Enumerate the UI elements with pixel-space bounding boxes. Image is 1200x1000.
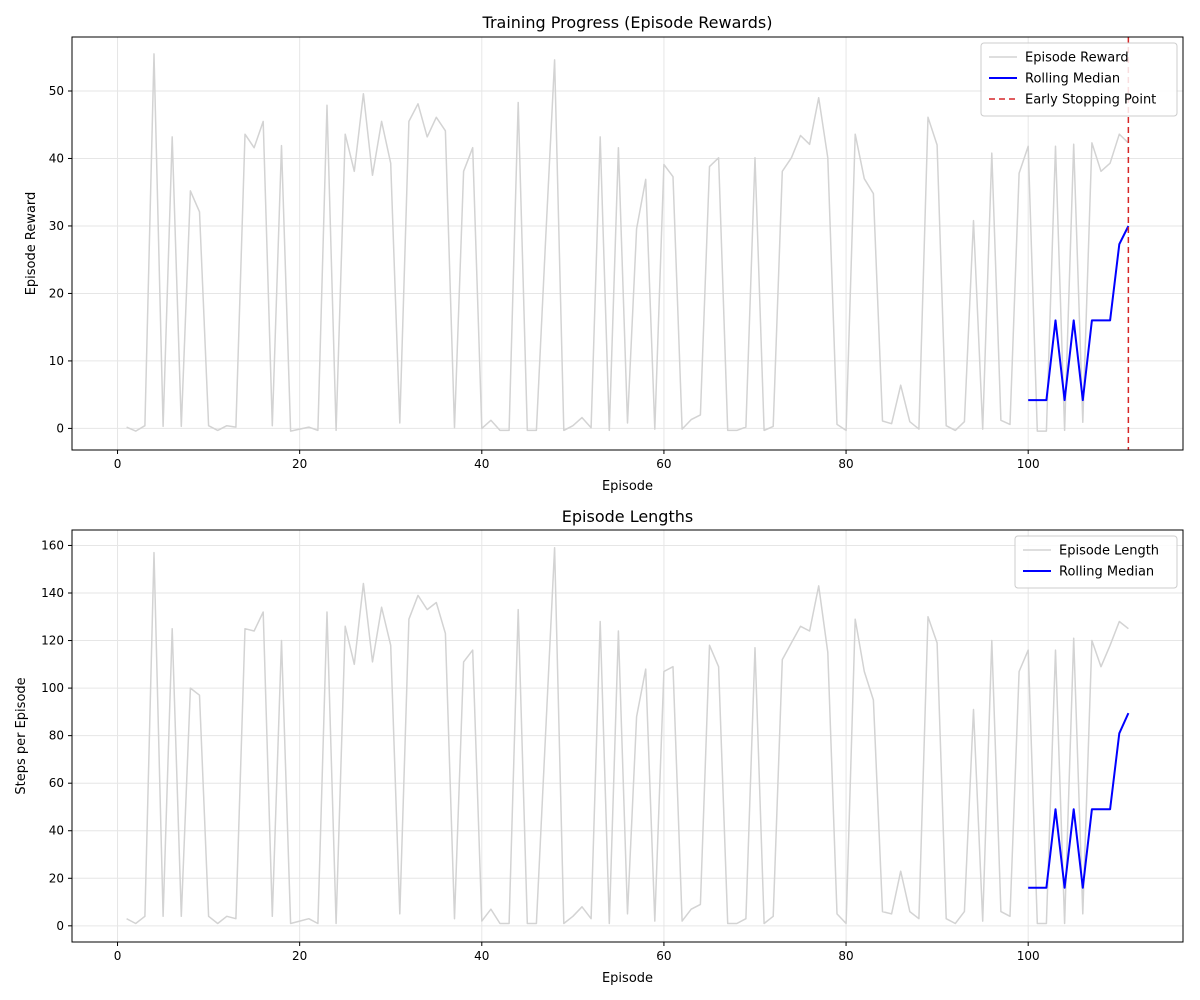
lengths-y-tick-label: 20 (49, 871, 64, 885)
rewards-x-tick-label: 100 (1017, 457, 1040, 471)
lengths-x-tick-label: 80 (838, 949, 853, 963)
rewards-y-tick-label: 40 (49, 151, 64, 165)
rewards-series-group (126, 37, 1130, 450)
lengths-legend-label: Rolling Median (1059, 565, 1154, 580)
rewards-y-tick-label: 50 (49, 84, 64, 98)
lengths-y-tick-label: 140 (41, 586, 64, 600)
rewards-x-tick-label: 80 (838, 457, 853, 471)
lengths-y-tick-label: 100 (41, 681, 64, 695)
rewards-x-tick-label: 40 (474, 457, 489, 471)
lengths-x-axis-label: Episode (602, 971, 653, 986)
lengths-x-tick-label: 20 (292, 949, 307, 963)
lengths-series-group (126, 547, 1130, 925)
lengths-y-tick-label: 160 (41, 538, 64, 552)
lengths-x-tick-label: 0 (114, 949, 122, 963)
lengths-x-ticks: 0 20 40 60 80 100 (114, 942, 1040, 963)
rewards-y-ticks: 0 10 20 30 40 50 (49, 84, 72, 435)
rewards-y-tick-label: 20 (49, 286, 64, 300)
rewards-plot-frame (71, 36, 1184, 451)
lengths-legend: Episode Length Rolling Median (1014, 535, 1178, 589)
lengths-y-tick-label: 80 (49, 729, 64, 743)
rewards-series-episode-reward-line (126, 53, 1129, 432)
rewards-x-tick-label: 0 (114, 457, 122, 471)
rewards-y-tick-label: 10 (49, 354, 64, 368)
lengths-y-tick-label: 40 (49, 824, 64, 838)
rewards-legend: Episode Reward Rolling Median Early Stoppi… (980, 42, 1178, 117)
lengths-y-tick-label: 120 (41, 634, 64, 648)
rewards-legend-label: Early Stopping Point (1025, 93, 1156, 108)
lengths-y-tick-label: 60 (49, 776, 64, 790)
lengths-legend-box (1014, 535, 1178, 589)
rewards-chart-panel: Training Progress (Episode Rewards) 0 20 4… (24, 13, 1184, 494)
lengths-legend-label: Episode Length (1059, 544, 1159, 559)
lengths-y-axis-label: Steps per Episode (14, 677, 29, 794)
rewards-legend-box (980, 42, 1178, 117)
rewards-legend-label: Rolling Median (1025, 72, 1120, 87)
rewards-grid (72, 37, 1183, 450)
rewards-y-tick-label: 30 (49, 219, 64, 233)
rewards-y-axis-label: Episode Reward (24, 192, 39, 296)
lengths-chart-title: Episode Lengths (562, 507, 693, 526)
lengths-y-tick-label: 0 (56, 919, 64, 933)
lengths-x-tick-label: 40 (474, 949, 489, 963)
rewards-series-rolling-median-line (1028, 225, 1130, 402)
rewards-legend-label: Episode Reward (1025, 51, 1129, 66)
rewards-y-tick-label: 0 (56, 421, 64, 435)
lengths-y-ticks: 0 20 40 60 80 100 120 140 160 (41, 538, 72, 933)
lengths-series-episode-length-line (126, 547, 1129, 925)
lengths-grid (72, 530, 1183, 942)
rewards-x-tick-label: 60 (656, 457, 671, 471)
rewards-chart-title: Training Progress (Episode Rewards) (482, 13, 773, 32)
rewards-x-axis-label: Episode (602, 479, 653, 494)
rewards-x-tick-label: 20 (292, 457, 307, 471)
lengths-chart-panel: Episode Lengths 0 20 40 60 80 100 0 20 40 60 80 10… (14, 507, 1184, 986)
rewards-x-ticks: 0 20 40 60 80 100 (114, 450, 1040, 471)
lengths-x-tick-label: 60 (656, 949, 671, 963)
lengths-series-rolling-median-line (1028, 712, 1130, 889)
lengths-x-tick-label: 100 (1017, 949, 1040, 963)
